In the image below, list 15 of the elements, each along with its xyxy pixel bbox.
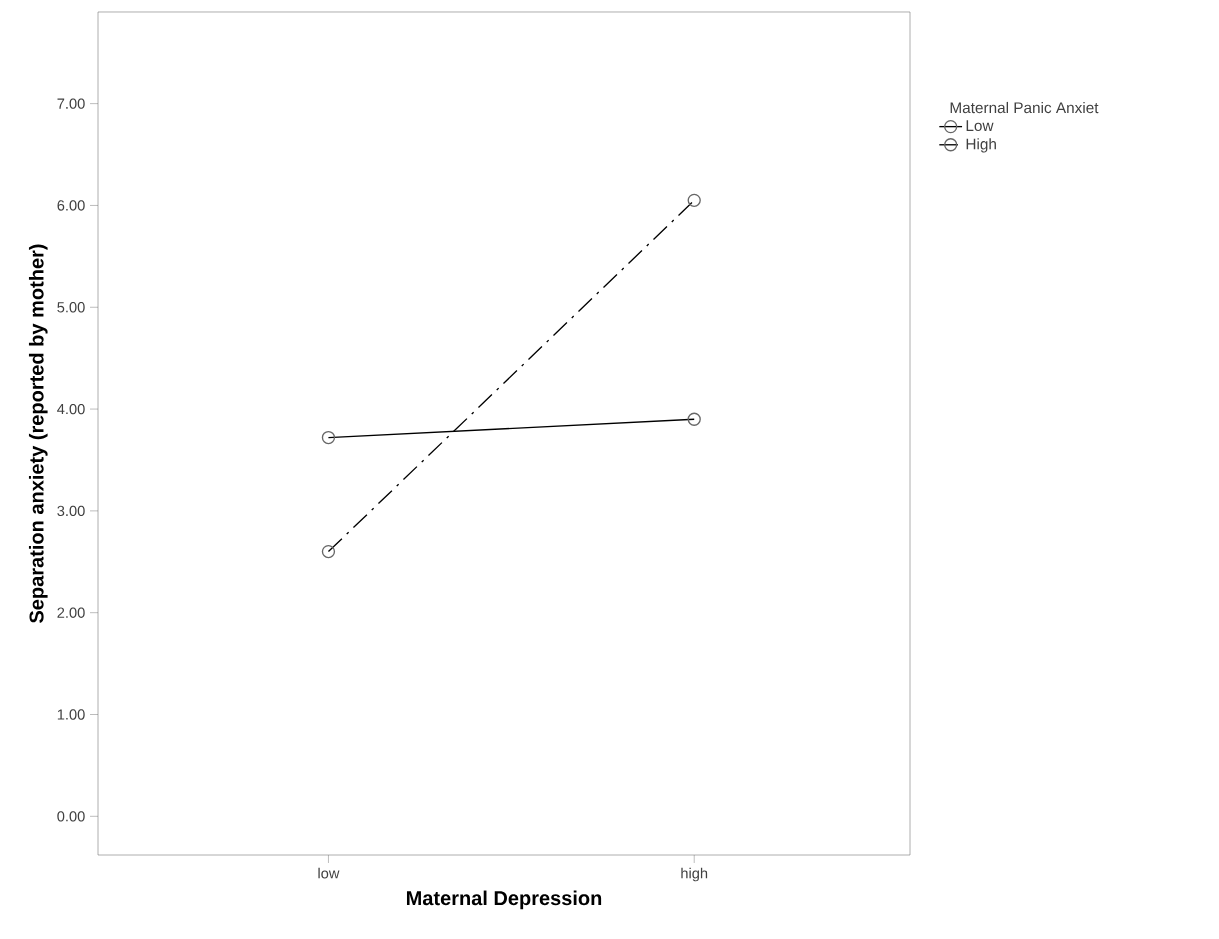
y-tick-label: 3.00	[57, 505, 85, 517]
y-tick-label: 4.00	[57, 403, 85, 415]
y-axis-title: Separation anxiety (reported by mother)	[28, 244, 48, 623]
y-tick-label: 2.00	[57, 607, 85, 618]
y-tick-label: 6.00	[57, 200, 85, 211]
y-tick-label: 1.00	[57, 709, 85, 720]
y-tick-label: 5.00	[57, 302, 85, 313]
legend-label: High	[966, 138, 996, 153]
y-tick-label: 7.00	[57, 98, 85, 109]
legend-label: Low	[966, 120, 994, 132]
x-axis-title: Maternal Depression	[406, 890, 602, 910]
x-tick-label: high	[681, 867, 708, 882]
y-tick-label: 0.00	[57, 811, 85, 822]
x-tick-label: low	[318, 867, 340, 879]
legend-title: Maternal Panic Anxiet	[950, 101, 1099, 114]
